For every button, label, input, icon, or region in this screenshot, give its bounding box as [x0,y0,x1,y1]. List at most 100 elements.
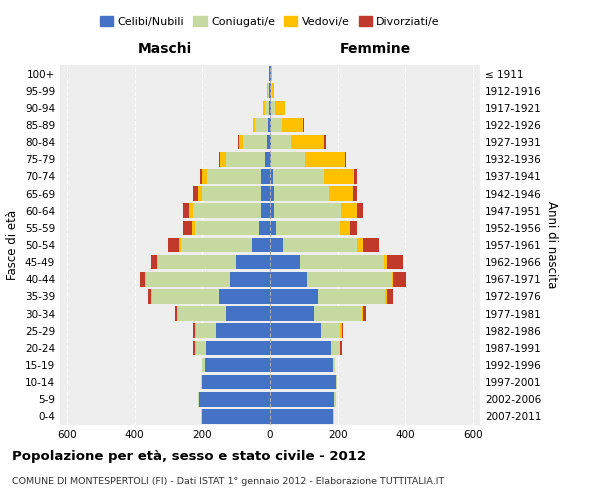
Bar [385,289,386,304]
Bar [201,409,202,424]
Bar [145,272,146,286]
Bar [230,272,270,286]
Bar [362,306,364,321]
Bar [151,289,152,304]
Bar [393,272,406,286]
Bar [218,152,220,166]
Text: Maschi: Maschi [138,42,192,56]
Bar [271,100,275,115]
Bar [303,118,304,132]
Bar [157,255,158,270]
Bar [270,392,334,406]
Legend: Celibi/Nubili, Coniugati/e, Vedovi/e, Divorziati/e: Celibi/Nubili, Coniugati/e, Vedovi/e, Di… [97,13,443,30]
Bar [260,169,270,184]
Bar [202,358,205,372]
Bar [270,100,271,115]
Bar [305,152,344,166]
Bar [267,84,268,98]
Bar [269,84,270,98]
Bar [270,84,271,98]
Bar [200,169,202,184]
Bar [199,392,270,406]
Bar [270,186,274,201]
Bar [276,220,340,235]
Bar [197,392,199,406]
Bar [193,340,195,355]
Bar [340,340,342,355]
Bar [354,169,357,184]
Bar [271,118,282,132]
Bar [201,375,202,390]
Bar [183,204,190,218]
Bar [182,220,192,235]
Bar [270,340,331,355]
Bar [350,220,358,235]
Bar [386,255,403,270]
Bar [340,220,350,235]
Bar [270,118,271,132]
Bar [270,306,314,321]
Bar [270,409,332,424]
Bar [392,272,393,286]
Bar [271,135,291,150]
Bar [196,340,206,355]
Bar [158,255,236,270]
Bar [270,152,271,166]
Bar [152,289,219,304]
Bar [334,392,336,406]
Bar [253,118,256,132]
Bar [271,152,305,166]
Bar [331,340,340,355]
Bar [202,169,207,184]
Bar [181,238,253,252]
Bar [314,306,362,321]
Bar [151,255,157,270]
Bar [300,255,384,270]
Bar [275,100,285,115]
Bar [195,324,196,338]
Bar [195,340,196,355]
Bar [195,220,259,235]
Bar [274,204,341,218]
Bar [321,324,340,338]
Bar [238,135,239,150]
Bar [256,118,268,132]
Bar [332,409,334,424]
Bar [193,186,197,201]
Bar [268,118,270,132]
Bar [384,255,386,270]
Bar [169,238,179,252]
Bar [363,238,379,252]
Bar [193,324,195,338]
Bar [353,186,358,201]
Bar [270,358,332,372]
Bar [216,324,270,338]
Y-axis label: Fasce di età: Fasce di età [7,210,19,280]
Bar [270,169,273,184]
Bar [175,306,176,321]
Bar [253,238,270,252]
Bar [272,84,274,98]
Bar [226,152,265,166]
Bar [178,306,226,321]
Bar [332,358,335,372]
Bar [268,84,269,98]
Bar [283,238,357,252]
Bar [236,255,270,270]
Bar [341,204,358,218]
Bar [271,66,272,81]
Bar [336,375,337,390]
Bar [260,186,270,201]
Bar [140,272,145,286]
Bar [190,204,193,218]
Bar [270,375,336,390]
Bar [318,289,385,304]
Bar [342,324,343,338]
Bar [307,272,392,286]
Bar [270,324,321,338]
Bar [270,135,271,150]
Bar [340,324,342,338]
Bar [364,306,366,321]
Bar [146,272,230,286]
Bar [202,375,270,390]
